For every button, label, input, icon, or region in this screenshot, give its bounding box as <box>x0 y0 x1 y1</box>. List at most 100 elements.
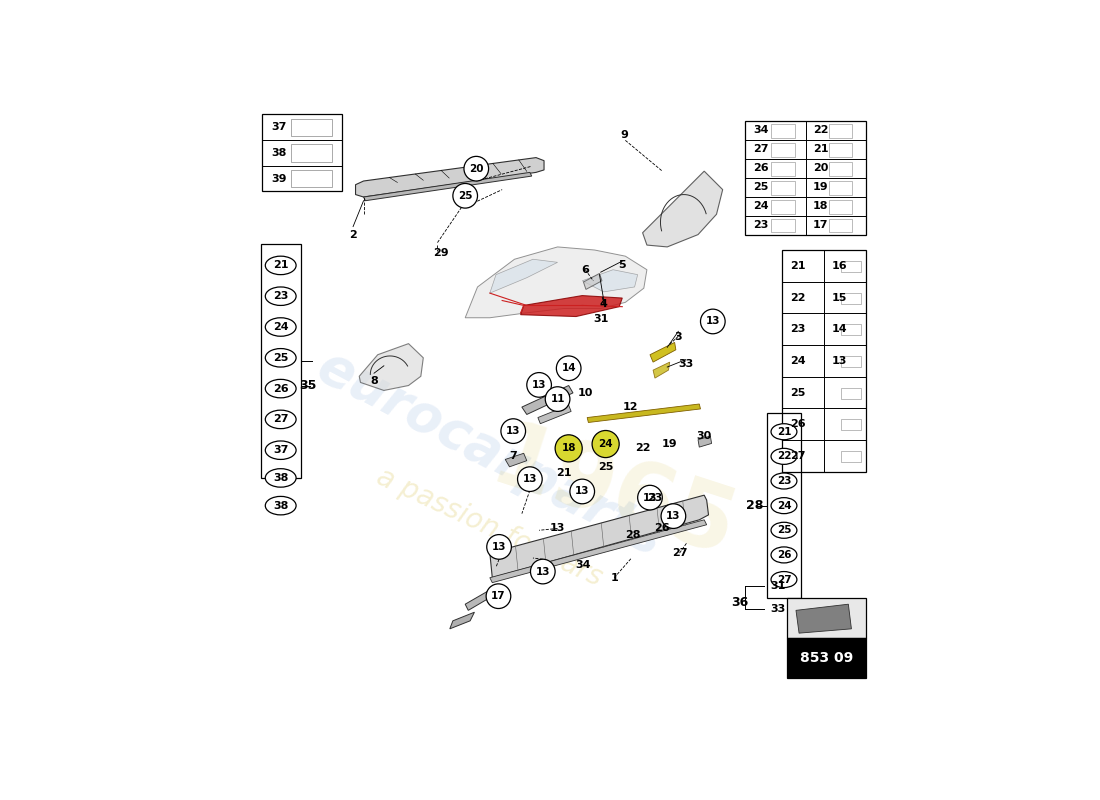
Text: 23: 23 <box>752 220 768 230</box>
Text: 23: 23 <box>273 291 288 301</box>
Ellipse shape <box>771 448 796 464</box>
Polygon shape <box>582 270 638 292</box>
Circle shape <box>570 479 595 504</box>
Text: eurocarparts: eurocarparts <box>308 340 672 566</box>
Ellipse shape <box>771 571 796 587</box>
Polygon shape <box>465 586 499 610</box>
Text: 12: 12 <box>623 402 638 412</box>
Text: 34: 34 <box>575 560 591 570</box>
Circle shape <box>486 584 510 609</box>
Polygon shape <box>587 404 701 422</box>
Polygon shape <box>360 344 424 390</box>
Circle shape <box>661 504 685 529</box>
Circle shape <box>638 486 662 510</box>
Text: 21: 21 <box>273 261 288 270</box>
Circle shape <box>556 435 582 462</box>
Text: 14: 14 <box>832 324 847 334</box>
Circle shape <box>701 309 725 334</box>
Circle shape <box>500 418 526 443</box>
Text: 13: 13 <box>522 474 537 484</box>
Text: 23: 23 <box>777 476 791 486</box>
Ellipse shape <box>771 473 796 489</box>
Text: 38: 38 <box>273 473 288 483</box>
Polygon shape <box>583 274 602 290</box>
Text: 13: 13 <box>550 523 565 534</box>
Ellipse shape <box>771 424 796 440</box>
Polygon shape <box>538 406 571 424</box>
Text: 2: 2 <box>349 230 358 240</box>
Circle shape <box>592 430 619 458</box>
Ellipse shape <box>265 410 296 429</box>
Text: 37: 37 <box>271 122 286 132</box>
Text: 25: 25 <box>777 526 791 535</box>
Text: 17: 17 <box>813 220 828 230</box>
Text: 25: 25 <box>790 387 805 398</box>
Text: 1965: 1965 <box>480 416 746 577</box>
Text: 22: 22 <box>813 125 828 135</box>
Text: 28: 28 <box>625 530 640 539</box>
Polygon shape <box>450 612 474 629</box>
Text: 31: 31 <box>770 581 785 590</box>
Text: 13: 13 <box>667 511 681 521</box>
Ellipse shape <box>265 349 296 367</box>
Text: 24: 24 <box>273 322 288 332</box>
Polygon shape <box>465 247 647 318</box>
Text: 26: 26 <box>273 383 288 394</box>
Text: 27: 27 <box>273 414 288 424</box>
Polygon shape <box>521 386 573 414</box>
Text: 26: 26 <box>654 523 670 534</box>
Text: a passion for cars: a passion for cars <box>373 462 607 592</box>
Polygon shape <box>363 172 531 201</box>
Text: 22: 22 <box>635 443 650 454</box>
Text: 17: 17 <box>491 591 506 601</box>
Text: 25: 25 <box>752 182 768 192</box>
Text: 20: 20 <box>813 163 828 173</box>
Text: 24: 24 <box>777 501 791 510</box>
Text: 13: 13 <box>506 426 520 436</box>
Text: 30: 30 <box>696 431 712 441</box>
Circle shape <box>486 534 512 559</box>
Text: 15: 15 <box>832 293 847 302</box>
Text: 36: 36 <box>732 596 749 609</box>
Text: 11: 11 <box>550 394 564 404</box>
Text: 27: 27 <box>752 144 769 154</box>
Text: 6: 6 <box>582 265 590 274</box>
Polygon shape <box>642 171 723 247</box>
Text: 29: 29 <box>432 248 449 258</box>
Text: 27: 27 <box>777 574 791 585</box>
Ellipse shape <box>265 496 296 515</box>
Text: 23: 23 <box>647 493 662 502</box>
Polygon shape <box>490 495 708 578</box>
FancyBboxPatch shape <box>786 638 866 678</box>
Text: 18: 18 <box>561 443 576 454</box>
Ellipse shape <box>265 318 296 336</box>
Polygon shape <box>505 454 527 467</box>
Text: 33: 33 <box>770 603 785 614</box>
Text: 3: 3 <box>674 333 682 342</box>
Circle shape <box>530 559 556 584</box>
Ellipse shape <box>265 256 296 274</box>
Text: 24: 24 <box>598 439 613 449</box>
Ellipse shape <box>771 547 796 563</box>
Text: 25: 25 <box>273 353 288 363</box>
Text: 19: 19 <box>662 439 678 449</box>
Text: 37: 37 <box>273 445 288 455</box>
Circle shape <box>527 373 551 398</box>
Text: 13: 13 <box>832 356 847 366</box>
Text: 4: 4 <box>600 299 607 310</box>
Text: 5: 5 <box>618 261 626 270</box>
FancyBboxPatch shape <box>786 598 866 638</box>
Circle shape <box>517 467 542 491</box>
Text: 24: 24 <box>790 356 805 366</box>
Text: 21: 21 <box>790 261 805 271</box>
Ellipse shape <box>771 522 796 538</box>
Ellipse shape <box>265 379 296 398</box>
Text: 13: 13 <box>492 542 506 552</box>
Text: 853 09: 853 09 <box>800 651 852 665</box>
Text: 24: 24 <box>752 201 769 211</box>
Text: 26: 26 <box>777 550 791 560</box>
Ellipse shape <box>265 441 296 459</box>
Text: 18: 18 <box>813 201 828 211</box>
Text: 21: 21 <box>813 144 828 154</box>
Text: 1: 1 <box>610 573 618 582</box>
